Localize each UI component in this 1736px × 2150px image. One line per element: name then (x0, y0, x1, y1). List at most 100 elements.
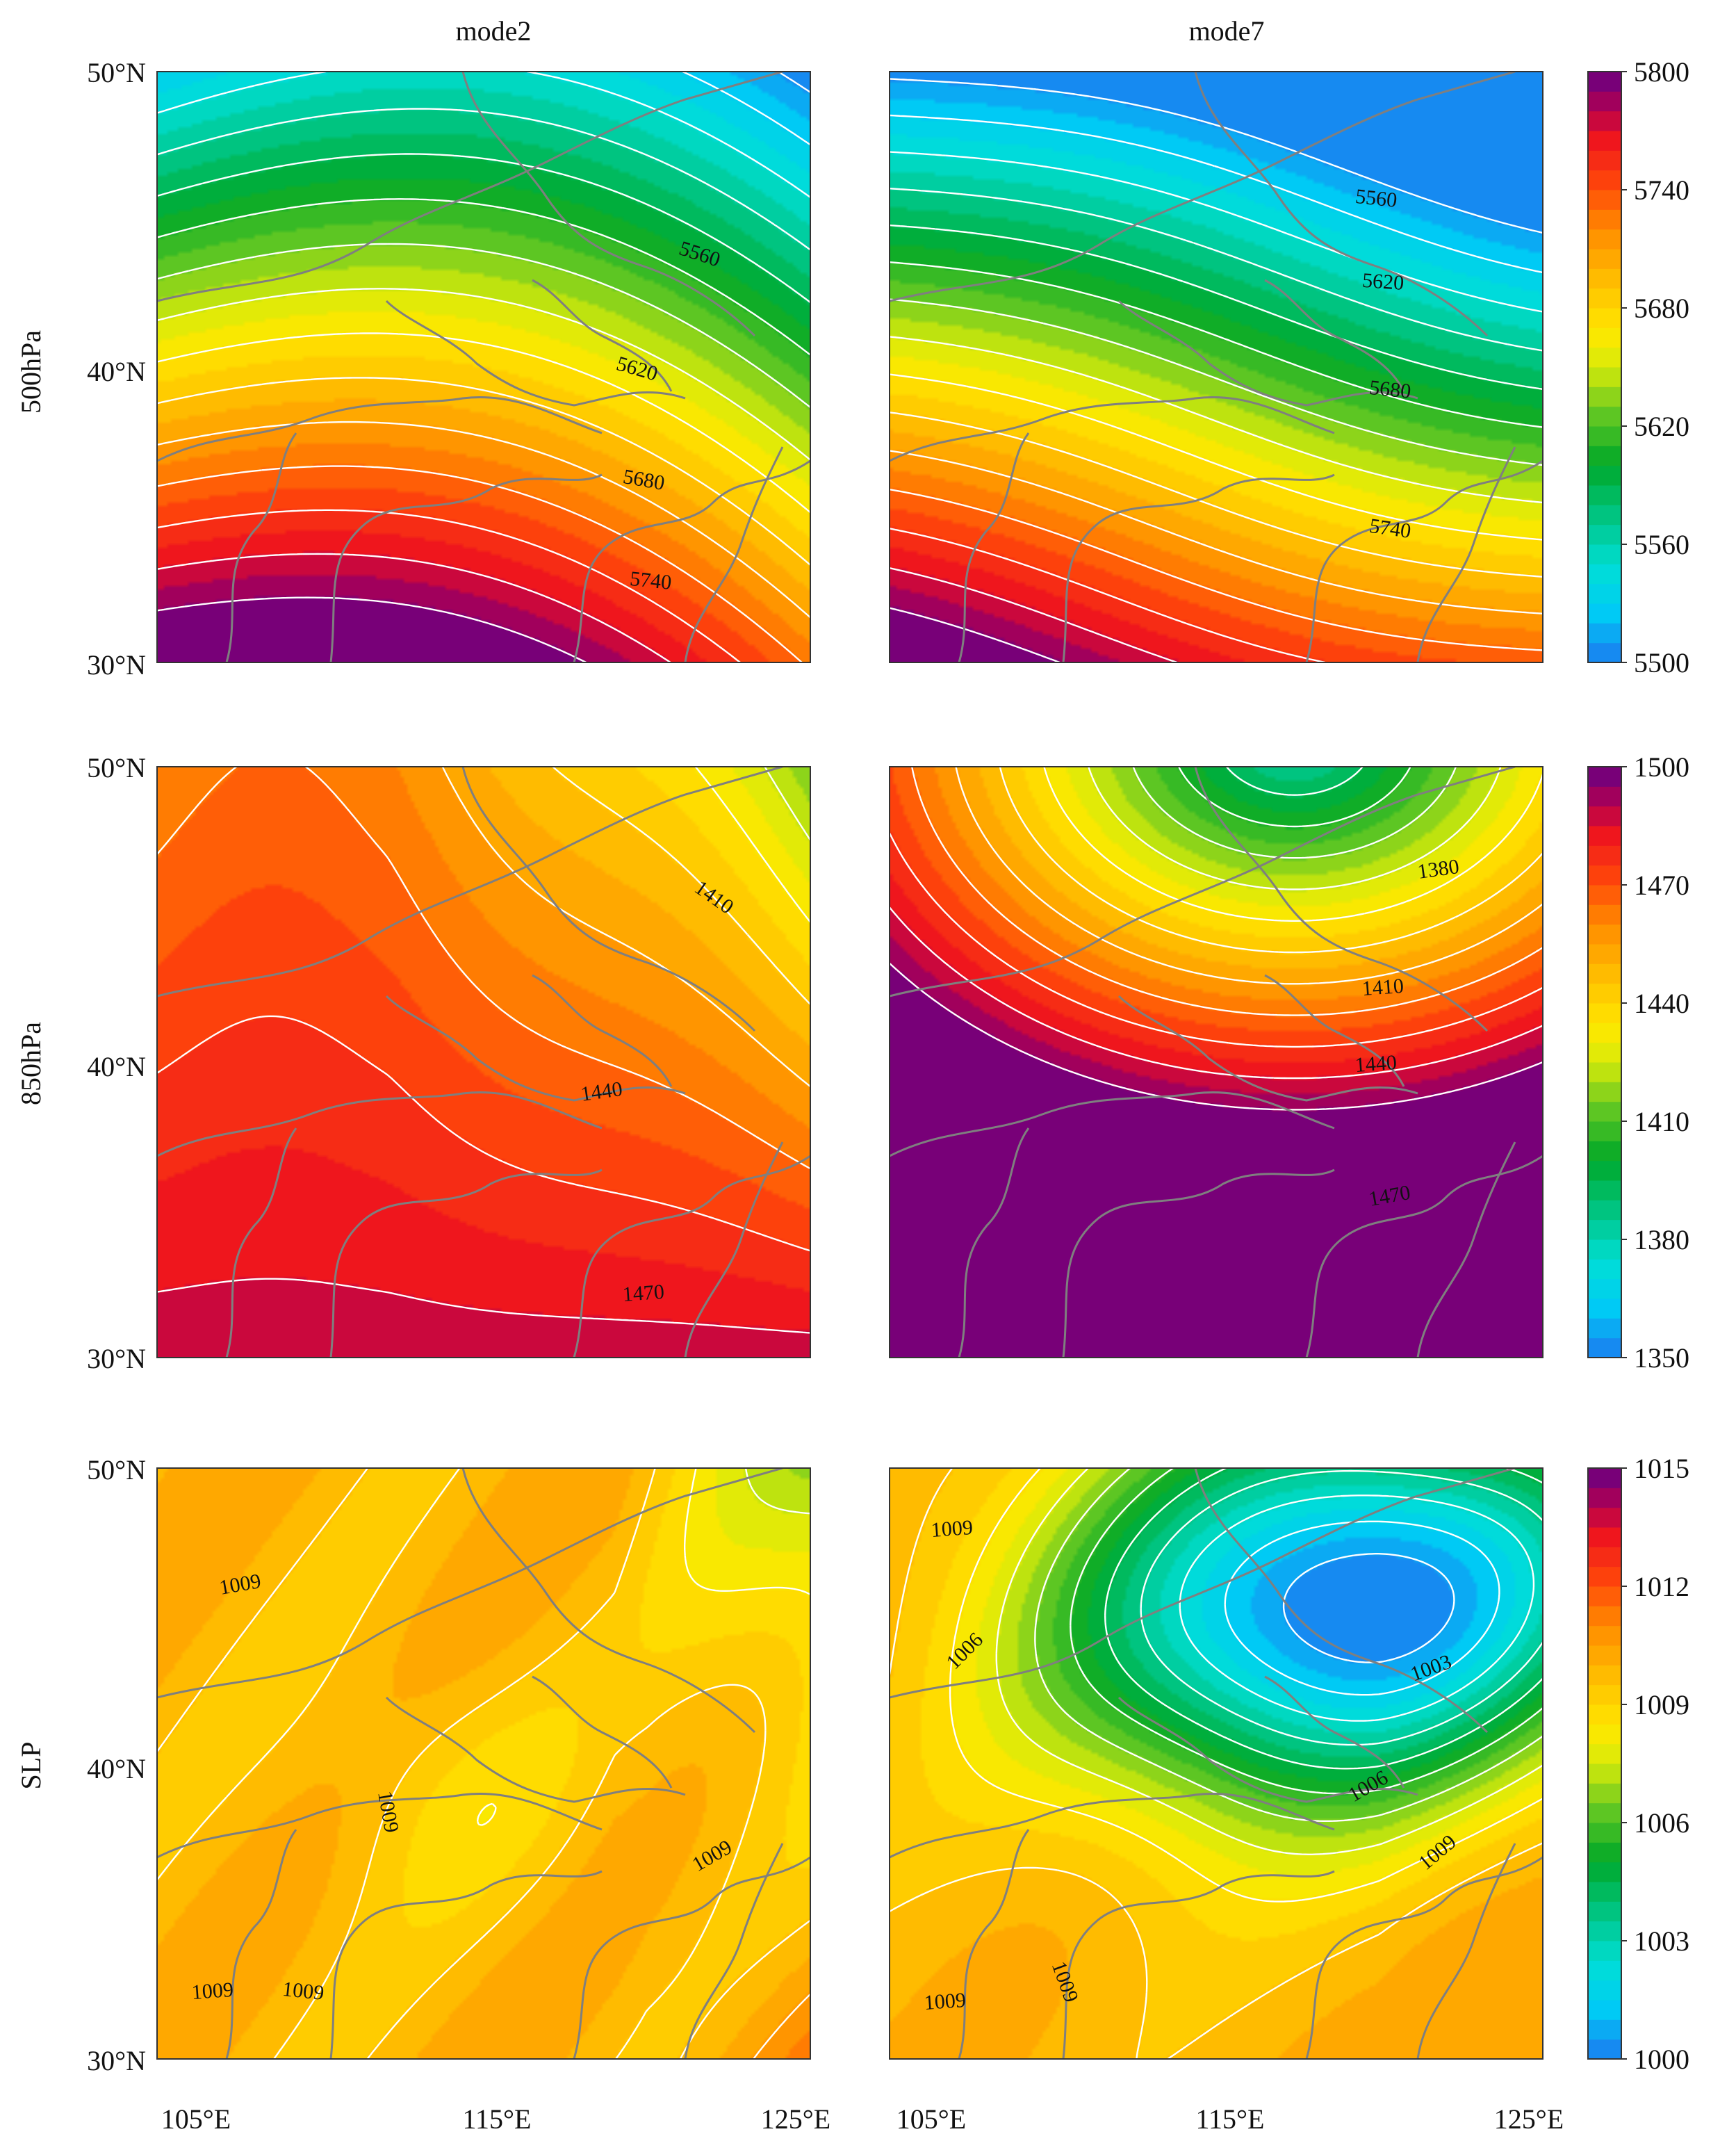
contour-line (1034, 1468, 1543, 1822)
border-line (890, 1091, 1335, 1157)
colorbar-frame (1587, 71, 1622, 663)
colorbar-tick-label: 1003 (1634, 1925, 1689, 1957)
contour-line (890, 607, 1061, 662)
colorbar-tick-label: 5500 (1634, 647, 1689, 678)
colorbar-swatch (1588, 1082, 1621, 1102)
colorbar-swatch (1588, 1298, 1621, 1319)
border-line (225, 1127, 297, 1358)
colorbar-swatch (1588, 1645, 1621, 1666)
colorbar-swatch (1588, 904, 1621, 925)
contour-line (157, 767, 810, 1170)
border-line (1117, 300, 1418, 407)
contour-line (890, 78, 1543, 234)
border-line (1117, 1696, 1418, 1803)
contour-label: 1470 (622, 1280, 665, 1306)
colorbar-swatch (1588, 288, 1621, 309)
lat-tick-label: 50°N (87, 752, 146, 783)
border-line (532, 1675, 673, 1789)
colorbar-swatch (1588, 268, 1621, 289)
contour-line (157, 1015, 810, 1252)
colorbar-swatch (1588, 347, 1621, 368)
colorbar-swatch (1588, 229, 1621, 250)
land-borders (157, 1468, 810, 2059)
colorbar-swatch (1588, 72, 1621, 92)
contour-line (157, 1278, 810, 1334)
colorbar-swatch (1588, 150, 1621, 171)
border-line (684, 1843, 784, 2059)
border-line (1062, 1870, 1335, 2059)
contour-label: 5680 (1368, 376, 1412, 403)
panel-frame (156, 766, 811, 1358)
contour-line (157, 1468, 810, 2059)
contour-line (1282, 1553, 1455, 1663)
field-shading (890, 1468, 1543, 2059)
map-panels: 5560562056805740556056205680574014101440… (156, 71, 1543, 2060)
border-line (890, 72, 1516, 302)
lon-tick-label: 125°E (761, 2103, 830, 2135)
border-line (1264, 279, 1405, 392)
border-line (157, 396, 603, 462)
border-line (329, 473, 603, 662)
border-line (1062, 473, 1335, 662)
colorbar-swatch (1588, 1507, 1621, 1528)
border-line (157, 72, 783, 302)
colorbar-swatch (1588, 1901, 1621, 1922)
border-line (157, 1468, 783, 1699)
colorbar-swatch (1588, 485, 1621, 505)
border-line (532, 974, 673, 1087)
contour-line (890, 488, 1543, 651)
colorbar-swatch (1588, 583, 1621, 604)
border-line (684, 446, 784, 662)
colorbar-frame (1587, 1467, 1622, 2060)
colorbar-tick-label: 1440 (1634, 988, 1689, 1019)
contour-label: 5740 (629, 567, 673, 594)
colorbar-tick-label: 1350 (1634, 1342, 1689, 1374)
contour-label: 1009 (931, 1516, 974, 1542)
contour-line (552, 767, 810, 1005)
border-line (1194, 72, 1489, 337)
colorbar-swatch (1588, 386, 1621, 407)
colorbar-swatch (1588, 1318, 1621, 1339)
border-line (461, 72, 756, 337)
colorbar-swatch (1588, 924, 1621, 945)
panel-frame (156, 1467, 811, 2060)
border-line (461, 767, 756, 1032)
contour-line (955, 767, 1543, 985)
colorbar-swatch (1588, 1160, 1621, 1181)
contour-label: 5620 (1361, 269, 1405, 295)
colorbar-swatch (1588, 209, 1621, 230)
contour-line (157, 332, 810, 514)
field-shading (157, 72, 810, 662)
lat-tick-label: 40°N (87, 356, 146, 387)
column-title-mode7: mode7 (1189, 15, 1265, 47)
border-line (1194, 1468, 1489, 1734)
colorbar-swatch (1588, 944, 1621, 964)
border-line (157, 1091, 603, 1157)
field-shading (890, 72, 1543, 662)
colorbar-tick-label: 1012 (1634, 1571, 1689, 1602)
contour-line (890, 962, 1543, 1111)
colorbar-swatch (1588, 1023, 1621, 1043)
colorbar-swatch (1588, 1684, 1621, 1705)
contour-line (949, 1468, 1543, 1903)
lat-tick-label: 50°N (87, 57, 146, 88)
colorbar-swatch (1588, 1783, 1621, 1804)
border-line (157, 1793, 603, 1859)
border-line (1264, 1675, 1405, 1789)
colorbar-swatch (1588, 91, 1621, 112)
contour-line (890, 906, 1543, 1080)
field-shading (157, 1468, 810, 2059)
lon-ticks-col0: 105°E 115°E 125°E (161, 2103, 830, 2135)
border-line (890, 1793, 1335, 1859)
border-line (461, 1468, 756, 1734)
border-line (958, 1829, 1030, 2059)
border-line (958, 1127, 1030, 1358)
contour-line (694, 767, 810, 923)
colorbar-swatch (1588, 131, 1621, 151)
land-borders (157, 72, 810, 662)
contour-line (890, 1468, 1543, 2059)
colorbar-swatch (1588, 2019, 1621, 2040)
